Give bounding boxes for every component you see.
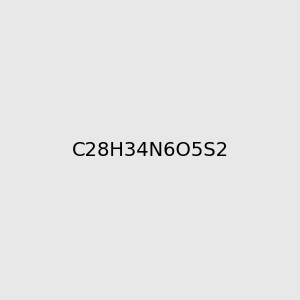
Text: C28H34N6O5S2: C28H34N6O5S2 — [71, 140, 229, 160]
